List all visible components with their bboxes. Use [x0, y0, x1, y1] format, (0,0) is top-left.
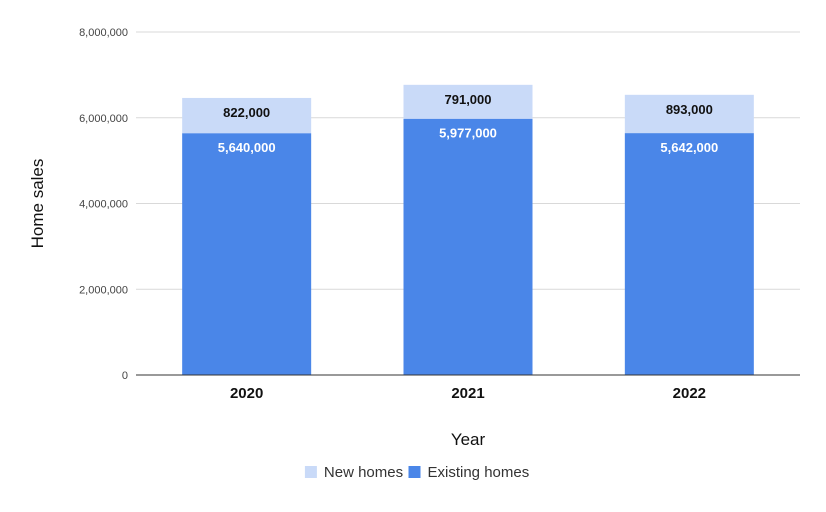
legend-swatch [304, 466, 317, 478]
bars: 5,640,000 822,000 5,977,000 791,000 5,642,00… [182, 84, 754, 376]
y-tick-label: 0 [122, 370, 128, 382]
data-label: 893,000 [666, 102, 713, 117]
y-axis-title: Home sales [28, 159, 47, 249]
y-tick-label: 8,000,000 [79, 27, 128, 39]
bar-segment [182, 133, 312, 375]
x-tick-label: 2020 [230, 385, 263, 402]
data-label: 5,977,000 [439, 126, 497, 141]
legend-swatch [408, 466, 421, 478]
bar-segment [624, 133, 754, 375]
y-tick-label: 6,000,000 [79, 113, 128, 125]
legend-label: New homes [324, 464, 403, 481]
y-tick-label: 2,000,000 [79, 284, 128, 296]
x-tick-label: 2022 [673, 385, 706, 402]
bar-segment [182, 97, 312, 134]
data-label: 822,000 [223, 105, 270, 120]
x-tick-label: 2021 [451, 385, 484, 402]
data-label: 791,000 [445, 92, 492, 107]
x-tick-labels: 2020 2021 2022 [230, 385, 706, 402]
bar-segment [403, 118, 533, 376]
y-tick-labels: 0 2,000,000 4,000,000 6,000,000 8,000,000 [79, 27, 128, 382]
data-label: 5,642,000 [660, 140, 718, 155]
y-tick-label: 4,000,000 [79, 199, 128, 211]
x-axis-title: Year [451, 430, 486, 449]
data-label: 5,640,000 [218, 140, 276, 155]
legend-label: Existing homes [428, 464, 530, 481]
legend: New homes Existing homes [304, 464, 530, 481]
bar-segment [624, 94, 754, 134]
bar-segment [403, 84, 533, 119]
